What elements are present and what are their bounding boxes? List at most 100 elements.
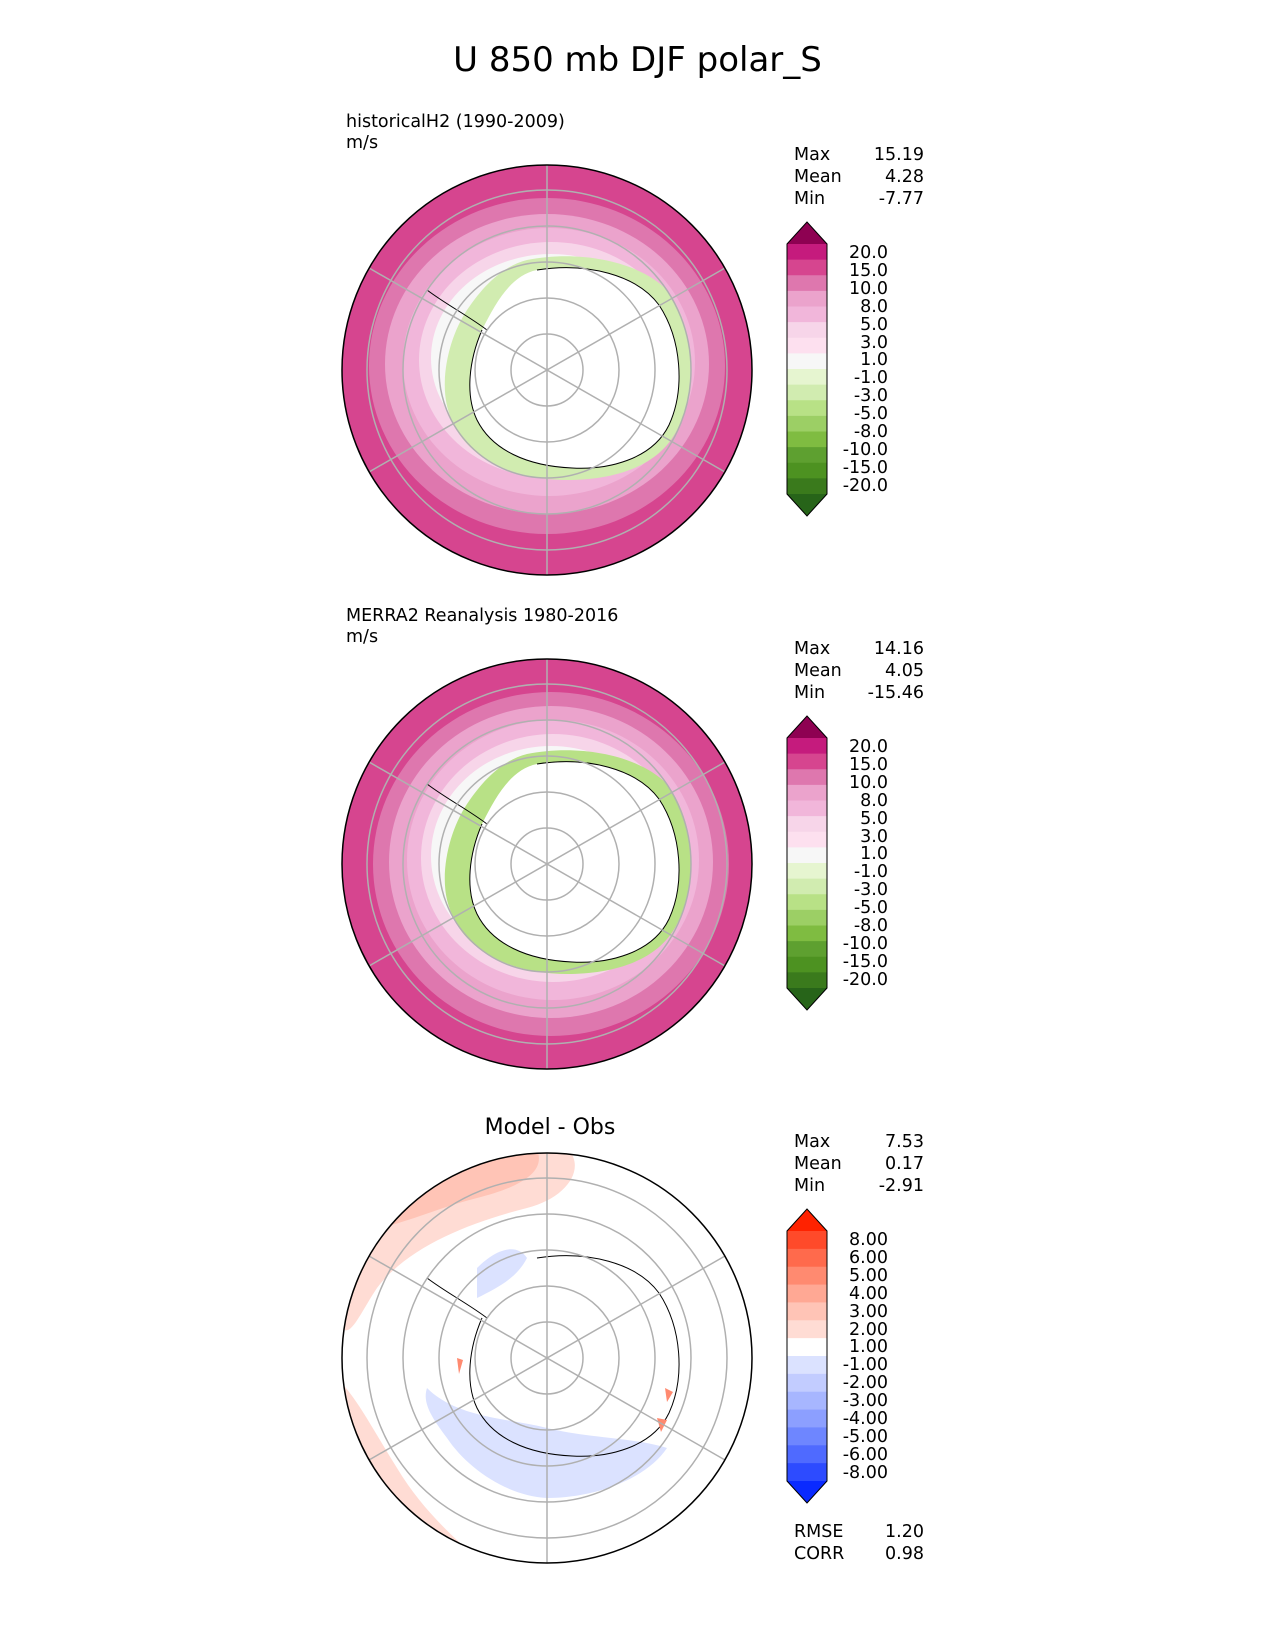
min-value: -7.77 [878, 189, 924, 209]
colorbars [786, 221, 828, 1504]
colorbar-extend-top [787, 222, 827, 244]
colorbar-segment [787, 831, 827, 848]
colorbar-tick-label: -10.0 [842, 439, 888, 460]
mean-value: 0.17 [885, 1154, 924, 1174]
max-value: 15.19 [873, 145, 924, 165]
mean-label: Mean [794, 167, 842, 187]
colorbar-segment [787, 1463, 827, 1482]
mean-value: 4.05 [885, 661, 924, 681]
rmse-label: RMSE [794, 1522, 844, 1542]
colorbar-segment [787, 290, 827, 307]
colorbar-segment [787, 816, 827, 833]
colorbar-tick-label: -10.0 [842, 933, 888, 954]
colorbar-extend-bottom [787, 494, 827, 516]
colorbar-segment [787, 1266, 827, 1286]
panel-1-label: historicalH2 (1990-2009) m/s [346, 112, 565, 154]
colorbar-tick-label: 3.0 [860, 826, 888, 847]
colorbar-tick-label: -4.00 [842, 1409, 888, 1430]
colorbar-tick-label: 10.0 [849, 772, 888, 793]
colorbar-tick-label: 1.00 [849, 1337, 888, 1358]
panel-1-title: historicalH2 (1990-2009) [346, 112, 565, 132]
colorbar-segment [787, 1445, 827, 1464]
panel-2-title: MERRA2 Reanalysis 1980-2016 [346, 606, 619, 626]
min-label: Min [794, 1176, 826, 1196]
colorbar-segment [787, 769, 827, 786]
colorbar-tick-label: -5.0 [853, 898, 888, 919]
panel-3-title: Model - Obs [484, 1115, 616, 1140]
colorbar-segment [787, 1409, 827, 1428]
colorbar-tick-label: 20.0 [849, 737, 888, 757]
colorbar-segment [787, 1338, 827, 1357]
colorbar-tick-label: 8.0 [860, 296, 888, 317]
colorbar-tick-label: 5.0 [860, 314, 888, 335]
colorbar-segment [787, 1391, 827, 1411]
colorbar-tick-label: -6.00 [842, 1444, 888, 1465]
panel-2-map [342, 659, 752, 1069]
panel-3-frame [341, 1152, 753, 1564]
panel-1-units: m/s [346, 133, 379, 153]
colorbar-tick-label: 20.0 [849, 243, 888, 263]
antarctica-land [469, 267, 680, 469]
colorbar-segment [787, 447, 827, 464]
graticule [366, 165, 728, 575]
colorbar-tick-label: -8.00 [842, 1462, 888, 1483]
colorbar-segment [787, 972, 827, 989]
panel-1-frame [341, 164, 753, 576]
colorbar-extend-top [787, 716, 827, 738]
colorbar-segment [787, 322, 827, 339]
colorbar-tick-label: -20.0 [842, 969, 888, 990]
colorbar-segment [787, 244, 827, 261]
colorbar-tick-label: -8.0 [853, 422, 888, 443]
colorbar-segment [787, 738, 827, 755]
panel-3-colorbar-ticks: 8.00 6.00 5.00 4.00 3.00 2.00 1.00 -1.00 -2.00 -3… [836, 1231, 888, 1483]
colorbar-tick-label: -15.0 [842, 457, 888, 478]
colorbar-segment [787, 925, 827, 942]
colorbar-outline [786, 715, 828, 1011]
colorbar-tick-label: -3.0 [853, 386, 888, 407]
colorbar-segment [787, 1320, 827, 1339]
colorbar-outline [786, 1208, 828, 1504]
colorbar-segment [787, 275, 827, 292]
colorbar-tick-label: -2.00 [842, 1373, 888, 1394]
colorbar-segment [787, 259, 827, 276]
colorbar-tick-label: 1.0 [860, 350, 888, 371]
panel-1-map [342, 165, 752, 575]
colorbar-segment [787, 337, 827, 354]
colorbar-tick-label: 3.0 [860, 332, 888, 353]
colorbar-tick-label: -5.0 [853, 404, 888, 425]
colorbar-segment [787, 1284, 827, 1303]
colorbar-segment [787, 400, 827, 417]
colorbar-segment [787, 847, 827, 864]
colorbar-segment [787, 306, 827, 323]
colorbar-tick-label: 1.0 [860, 844, 888, 865]
colorbar-segment [787, 1373, 827, 1393]
colorbar-extend-top [787, 1209, 827, 1231]
panel-1-stats: Max 15.19 Mean 4.28 Min -7.77 [794, 144, 924, 210]
colorbar-tick-label: 5.00 [849, 1265, 888, 1286]
colorbar-tick-label: 5.0 [860, 808, 888, 829]
colorbar-tick-label: 6.00 [849, 1247, 888, 1268]
colorbar-segment [787, 909, 827, 926]
colorbar-segment [787, 369, 827, 386]
colorbar-segment [787, 800, 827, 817]
colorbar-tick-label: 3.00 [849, 1301, 888, 1322]
mean-label: Mean [794, 661, 842, 681]
colorbar-tick-label: -20.0 [842, 475, 888, 496]
colorbar-tick-label: 2.00 [849, 1319, 888, 1340]
panel-3-stats: Max 7.53 Mean 0.17 Min -2.91 [794, 1131, 924, 1197]
colorbar-tick-label: -15.0 [842, 951, 888, 972]
panel-2-stats: Max 14.16 Mean 4.05 Min -15.46 [794, 638, 924, 704]
colorbar-segment [787, 1248, 827, 1268]
colorbar-segment [787, 431, 827, 448]
colorbar-tick-label: -3.00 [842, 1391, 888, 1412]
colorbar-segment [787, 894, 827, 911]
colorbar-tick-label: -1.0 [853, 862, 888, 883]
page-title: U 850 mb DJF polar_S [453, 40, 822, 80]
min-value: -2.91 [878, 1176, 924, 1196]
colorbar-segment [787, 462, 827, 479]
mean-label: Mean [794, 1154, 842, 1174]
colorbar-segment [787, 956, 827, 973]
panel-2-colorbar-ticks: 20.0 15.0 10.0 8.0 5.0 3.0 1.0 -1.0 -3.0 -5.0 -8.0… [836, 737, 888, 990]
corr-value: 0.98 [885, 1544, 924, 1564]
